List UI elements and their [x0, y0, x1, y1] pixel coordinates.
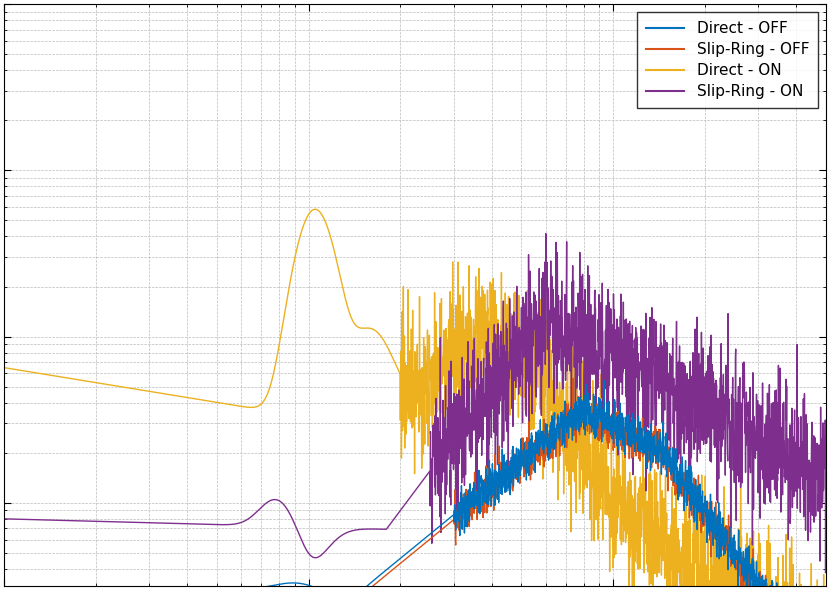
Slip-Ring - ON — [821, 507, 830, 514]
Slip-Ring - ON — [142, 519, 152, 526]
Slip-Ring - ON — [350, 527, 360, 534]
Direct - ON — [315, 208, 325, 215]
Direct - OFF — [93, 586, 103, 590]
Direct - ON — [350, 321, 360, 328]
Direct - OFF — [716, 533, 726, 540]
Slip-Ring - ON — [541, 230, 551, 237]
Direct - ON — [142, 388, 152, 395]
Line: Direct - OFF: Direct - OFF — [4, 381, 826, 590]
Line: Slip-Ring - ON: Slip-Ring - ON — [4, 234, 826, 573]
Direct - OFF — [0, 586, 9, 590]
Direct - ON — [93, 379, 103, 386]
Slip-Ring - ON — [0, 515, 9, 522]
Direct - ON — [310, 206, 320, 213]
Slip-Ring - OFF — [716, 523, 726, 530]
Direct - OFF — [315, 586, 325, 590]
Slip-Ring - ON — [821, 569, 830, 576]
Direct - OFF — [350, 588, 360, 590]
Line: Direct - ON: Direct - ON — [4, 209, 826, 590]
Legend: Direct - OFF, Slip-Ring - OFF, Direct - ON, Slip-Ring - ON: Direct - OFF, Slip-Ring - OFF, Direct - … — [637, 12, 818, 109]
Direct - ON — [805, 585, 815, 590]
Direct - OFF — [599, 377, 609, 384]
Direct - OFF — [142, 586, 152, 590]
Line: Slip-Ring - OFF: Slip-Ring - OFF — [4, 378, 826, 590]
Slip-Ring - ON — [716, 408, 726, 415]
Slip-Ring - OFF — [568, 375, 578, 382]
Direct - ON — [0, 364, 9, 371]
Slip-Ring - ON — [315, 553, 325, 560]
Slip-Ring - ON — [805, 460, 815, 467]
Slip-Ring - ON — [93, 518, 103, 525]
